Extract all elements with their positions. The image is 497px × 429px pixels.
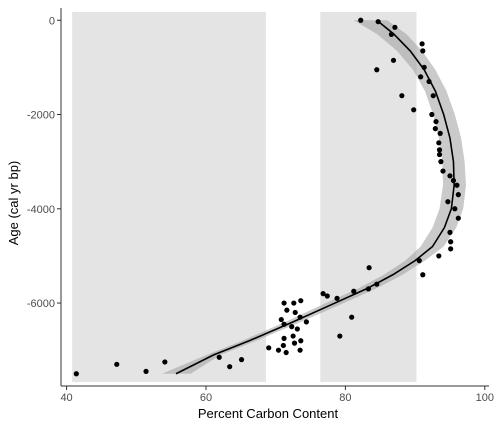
data-point-30 <box>447 229 453 235</box>
data-point-52 <box>281 321 287 327</box>
data-point-39 <box>351 288 357 294</box>
data-point-27 <box>445 199 451 205</box>
data-point-28 <box>452 206 458 212</box>
y-tick-label-1: -2000 <box>27 110 55 122</box>
axes <box>60 8 489 387</box>
data-points <box>73 17 461 377</box>
data-point-63 <box>297 347 303 353</box>
data-point-48 <box>284 307 290 313</box>
data-point-55 <box>303 319 309 325</box>
data-point-17 <box>437 130 443 136</box>
data-point-69 <box>114 361 120 367</box>
data-point-67 <box>227 364 233 370</box>
data-point-10 <box>426 78 432 85</box>
data-point-46 <box>291 300 297 306</box>
data-point-49 <box>292 309 298 316</box>
data-point-47 <box>298 298 304 304</box>
data-point-22 <box>440 168 446 174</box>
data-point-61 <box>275 347 282 353</box>
y-axis-title: Age (cal yr bp) <box>6 161 21 246</box>
x-axis-title: Percent Carbon Content <box>198 406 339 421</box>
data-point-15 <box>433 118 439 125</box>
data-point-45 <box>281 300 287 306</box>
data-point-4 <box>419 41 425 47</box>
data-point-12 <box>399 93 405 99</box>
data-point-3 <box>388 31 395 37</box>
data-point-0 <box>358 17 364 23</box>
data-point-58 <box>298 338 304 344</box>
data-point-38 <box>365 286 372 292</box>
shaded-bands <box>72 12 417 382</box>
data-point-36 <box>366 265 372 271</box>
data-point-18 <box>436 140 442 146</box>
shaded-band-1 <box>320 12 417 382</box>
data-point-33 <box>436 253 442 259</box>
x-tick-label-3: 100 <box>476 392 494 404</box>
data-point-20 <box>436 151 443 158</box>
data-point-19 <box>436 147 443 153</box>
data-point-71 <box>73 371 79 377</box>
data-point-16 <box>432 126 438 132</box>
data-point-44 <box>337 333 343 339</box>
data-point-65 <box>238 357 245 363</box>
data-point-13 <box>411 107 417 113</box>
data-point-59 <box>280 342 286 349</box>
data-point-57 <box>281 335 287 341</box>
data-point-66 <box>216 354 222 360</box>
data-point-26 <box>455 192 461 198</box>
data-point-32 <box>448 246 454 252</box>
data-point-51 <box>297 314 303 320</box>
data-point-42 <box>334 295 340 301</box>
data-point-5 <box>420 48 426 54</box>
x-tick-label-1: 60 <box>200 392 212 404</box>
data-point-34 <box>416 258 422 264</box>
shaded-band-0 <box>72 12 266 382</box>
data-point-53 <box>289 324 295 330</box>
data-point-6 <box>390 57 397 63</box>
data-point-62 <box>283 349 289 356</box>
data-point-56 <box>290 333 296 339</box>
data-point-14 <box>429 111 435 118</box>
data-point-21 <box>438 159 444 165</box>
y-tick-label-3: -6000 <box>27 298 55 310</box>
data-point-68 <box>162 359 168 365</box>
data-point-25 <box>454 182 460 188</box>
data-point-40 <box>324 293 330 299</box>
data-point-70 <box>143 368 149 374</box>
data-point-11 <box>430 93 436 99</box>
data-point-31 <box>448 239 454 245</box>
data-point-41 <box>320 291 326 297</box>
data-point-35 <box>420 272 426 278</box>
data-point-24 <box>450 177 457 184</box>
x-tick-label-0: 40 <box>60 392 72 404</box>
data-point-64 <box>266 345 272 351</box>
data-point-23 <box>447 173 453 179</box>
data-point-8 <box>421 64 427 70</box>
y-tick-label-0: 0 <box>49 15 55 27</box>
data-point-37 <box>374 281 380 287</box>
data-point-9 <box>418 74 424 80</box>
data-point-50 <box>278 316 284 323</box>
y-tick-label-2: -4000 <box>27 204 55 216</box>
data-point-2 <box>392 24 398 30</box>
data-point-43 <box>349 314 355 320</box>
data-point-7 <box>374 67 380 73</box>
x-axis-ticks: 40 60 80 100 <box>60 386 494 404</box>
x-tick-label-2: 80 <box>339 392 351 404</box>
data-point-60 <box>291 340 298 346</box>
y-axis-ticks: 0 -2000 -4000 -6000 <box>27 15 61 310</box>
data-point-54 <box>294 326 300 332</box>
data-point-29 <box>455 215 461 221</box>
data-point-1 <box>375 19 381 25</box>
